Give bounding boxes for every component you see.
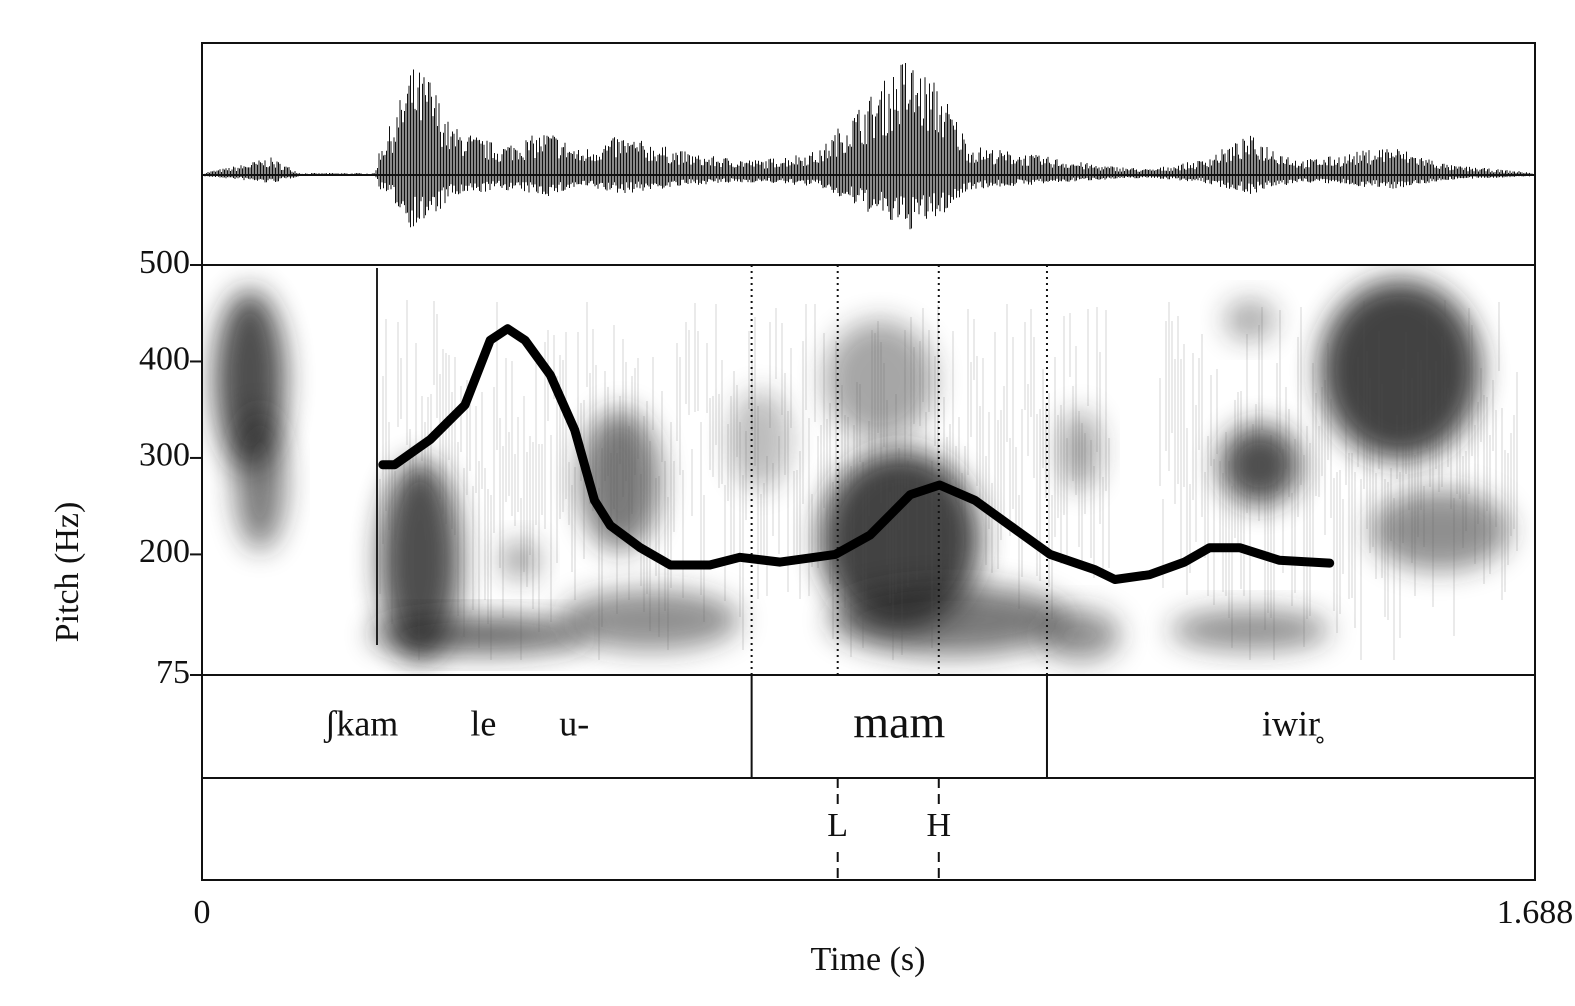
- spectrogram-energy: [730, 390, 790, 490]
- interval-label: ʃkam le u-: [323, 703, 589, 743]
- spectrogram-energy: [380, 460, 460, 660]
- y-tick-label: 75: [156, 654, 190, 691]
- spectrogram-energy: [1060, 410, 1100, 490]
- point-label: L: [827, 807, 848, 844]
- y-tick-label: 200: [139, 533, 190, 570]
- spectrogram: [215, 268, 1518, 660]
- waveform-trace: [204, 63, 1533, 230]
- y-tick-label: 400: [139, 340, 190, 377]
- spectrogram-energy: [560, 590, 740, 650]
- spectrogram-energy: [500, 540, 540, 580]
- x-tick-label: 1.688: [1497, 894, 1574, 931]
- waveform: [202, 63, 1535, 230]
- spectrogram-energy: [825, 320, 935, 440]
- point-label: H: [927, 807, 952, 844]
- spectrogram-energy: [1320, 280, 1480, 460]
- spectrogram-energy: [830, 585, 1070, 655]
- spectrogram-energy: [1225, 300, 1275, 340]
- spectrogram-energy: [1170, 610, 1330, 650]
- x-axis-label: Time (s): [811, 941, 926, 978]
- spectrogram-energy: [1220, 425, 1300, 505]
- y-tick-label: 300: [139, 437, 190, 474]
- pitch-contour: [378, 324, 1335, 584]
- interval-label: iwir̥: [1262, 703, 1324, 743]
- interval-label: mam: [853, 697, 945, 748]
- spectrogram-energy: [1370, 490, 1510, 570]
- frame: [201, 42, 1536, 881]
- y-axis-label: Pitch (Hz): [49, 502, 86, 643]
- spectrogram-energy: [370, 617, 590, 653]
- spectrogram-energy: [820, 450, 980, 630]
- spectrogram-energy: [235, 410, 285, 550]
- x-tick-label: 0: [194, 894, 211, 931]
- spectrogram-energy: [1040, 610, 1120, 660]
- y-tick-label: 500: [139, 244, 190, 281]
